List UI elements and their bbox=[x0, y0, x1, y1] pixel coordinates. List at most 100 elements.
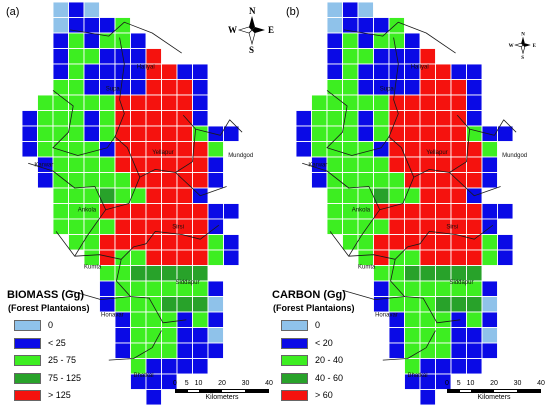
legend-label: > 60 bbox=[315, 390, 333, 400]
grid-cell bbox=[404, 265, 421, 282]
grid-cell bbox=[388, 172, 405, 189]
grid-cell bbox=[130, 358, 147, 375]
grid-cell bbox=[99, 17, 116, 34]
grid-cell bbox=[450, 265, 467, 282]
grid-cell bbox=[192, 234, 209, 251]
grid-cell bbox=[481, 141, 498, 158]
grid-cell bbox=[52, 218, 69, 235]
grid-cell bbox=[99, 234, 116, 251]
map-panel-a: Haliyal Supa Yellapur Mundgod Karwar Ankola Si… bbox=[21, 1, 253, 406]
grid-cell bbox=[481, 296, 498, 313]
carbon-legend-row-2: 20 - 40 bbox=[281, 353, 343, 367]
place-label: Karwar bbox=[34, 162, 53, 168]
grid-cell bbox=[52, 125, 69, 142]
grid-cell bbox=[130, 265, 147, 282]
grid-cell bbox=[52, 17, 69, 34]
grid-cell bbox=[450, 125, 467, 142]
grid-cell bbox=[176, 249, 193, 266]
grid-cell bbox=[373, 17, 390, 34]
grid-cell bbox=[52, 187, 69, 204]
grid-cell bbox=[404, 327, 421, 344]
grid-cell bbox=[342, 94, 359, 111]
scale-tick: 5 bbox=[456, 380, 461, 387]
grid-cell bbox=[311, 141, 328, 158]
grid-cell bbox=[21, 141, 38, 158]
grid-cell bbox=[114, 296, 131, 313]
grid-cell bbox=[161, 265, 178, 282]
grid-cell bbox=[207, 280, 224, 297]
grid-cell bbox=[481, 218, 498, 235]
grid-cell bbox=[388, 327, 405, 344]
grid-cell bbox=[357, 94, 374, 111]
grid-cell bbox=[176, 172, 193, 189]
grid-cell bbox=[342, 234, 359, 251]
place-label: Kumta bbox=[358, 265, 376, 271]
scale-units: Kilometers bbox=[477, 394, 511, 401]
grid-cell bbox=[373, 172, 390, 189]
grid-cell bbox=[388, 32, 405, 49]
grid-cell bbox=[161, 311, 178, 328]
grid-cell bbox=[52, 110, 69, 127]
grid-cell bbox=[481, 280, 498, 297]
grid-cell bbox=[192, 156, 209, 173]
grid-cell bbox=[114, 156, 131, 173]
grid-cell bbox=[114, 342, 131, 359]
grid-cell bbox=[450, 141, 467, 158]
grid-cell bbox=[37, 141, 54, 158]
place-label: Sirsi bbox=[446, 224, 458, 230]
grid-cell bbox=[52, 141, 69, 158]
grid-cell bbox=[99, 218, 116, 235]
grid-cell bbox=[481, 327, 498, 344]
biomass-legend-row-0: 0 bbox=[14, 318, 53, 332]
grid-cell bbox=[388, 234, 405, 251]
compass-e-label: E bbox=[533, 44, 537, 49]
grid-cell bbox=[311, 110, 328, 127]
grid-cell bbox=[192, 110, 209, 127]
grid-cell bbox=[404, 48, 421, 65]
grid-cell bbox=[176, 110, 193, 127]
taluk-boundary bbox=[388, 37, 415, 178]
grid-cell bbox=[192, 94, 209, 111]
grid-cell bbox=[192, 172, 209, 189]
grid-cell bbox=[450, 358, 467, 375]
grid-cell bbox=[466, 110, 483, 127]
grid-cell bbox=[68, 48, 85, 65]
grid-cell bbox=[83, 141, 100, 158]
grid-cell bbox=[419, 234, 436, 251]
compass-s-label: S bbox=[521, 56, 524, 61]
grid-cell bbox=[68, 94, 85, 111]
compass-n-label: N bbox=[521, 32, 525, 37]
grid-cell bbox=[295, 110, 312, 127]
grid-cell bbox=[466, 156, 483, 173]
legend-label: 40 - 60 bbox=[315, 373, 344, 383]
grid-cell bbox=[130, 296, 147, 313]
grid-cell bbox=[466, 249, 483, 266]
grid-cell bbox=[52, 48, 69, 65]
grid-cell bbox=[145, 358, 162, 375]
carbon-legend-row-4: > 60 bbox=[281, 388, 333, 402]
taluk-boundary bbox=[469, 119, 517, 136]
grid-cell bbox=[68, 1, 85, 18]
grid-cell bbox=[466, 234, 483, 251]
grid-cell bbox=[450, 249, 467, 266]
grid-cell bbox=[52, 63, 69, 80]
grid-cell bbox=[404, 358, 421, 375]
place-label: Haliyal bbox=[137, 65, 155, 71]
grid-cell bbox=[404, 141, 421, 158]
grid-cell bbox=[450, 342, 467, 359]
grid-cell bbox=[176, 125, 193, 142]
grid-cell bbox=[83, 110, 100, 127]
grid-cell bbox=[176, 358, 193, 375]
grid-cell bbox=[207, 249, 224, 266]
scale-tick: 30 bbox=[241, 380, 250, 387]
grid-cell bbox=[388, 17, 405, 34]
grid-cell bbox=[357, 172, 374, 189]
grid-cell bbox=[373, 156, 390, 173]
scale-tick: 10 bbox=[466, 380, 475, 387]
grid-cell bbox=[435, 156, 452, 173]
legend-label: < 20 bbox=[315, 338, 333, 348]
grid-cell bbox=[435, 125, 452, 142]
grid-cell bbox=[388, 187, 405, 204]
grid-cell bbox=[83, 94, 100, 111]
grid-cell bbox=[435, 110, 452, 127]
